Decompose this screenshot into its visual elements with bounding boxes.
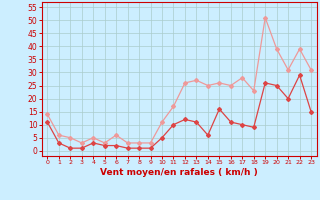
- X-axis label: Vent moyen/en rafales ( km/h ): Vent moyen/en rafales ( km/h ): [100, 168, 258, 177]
